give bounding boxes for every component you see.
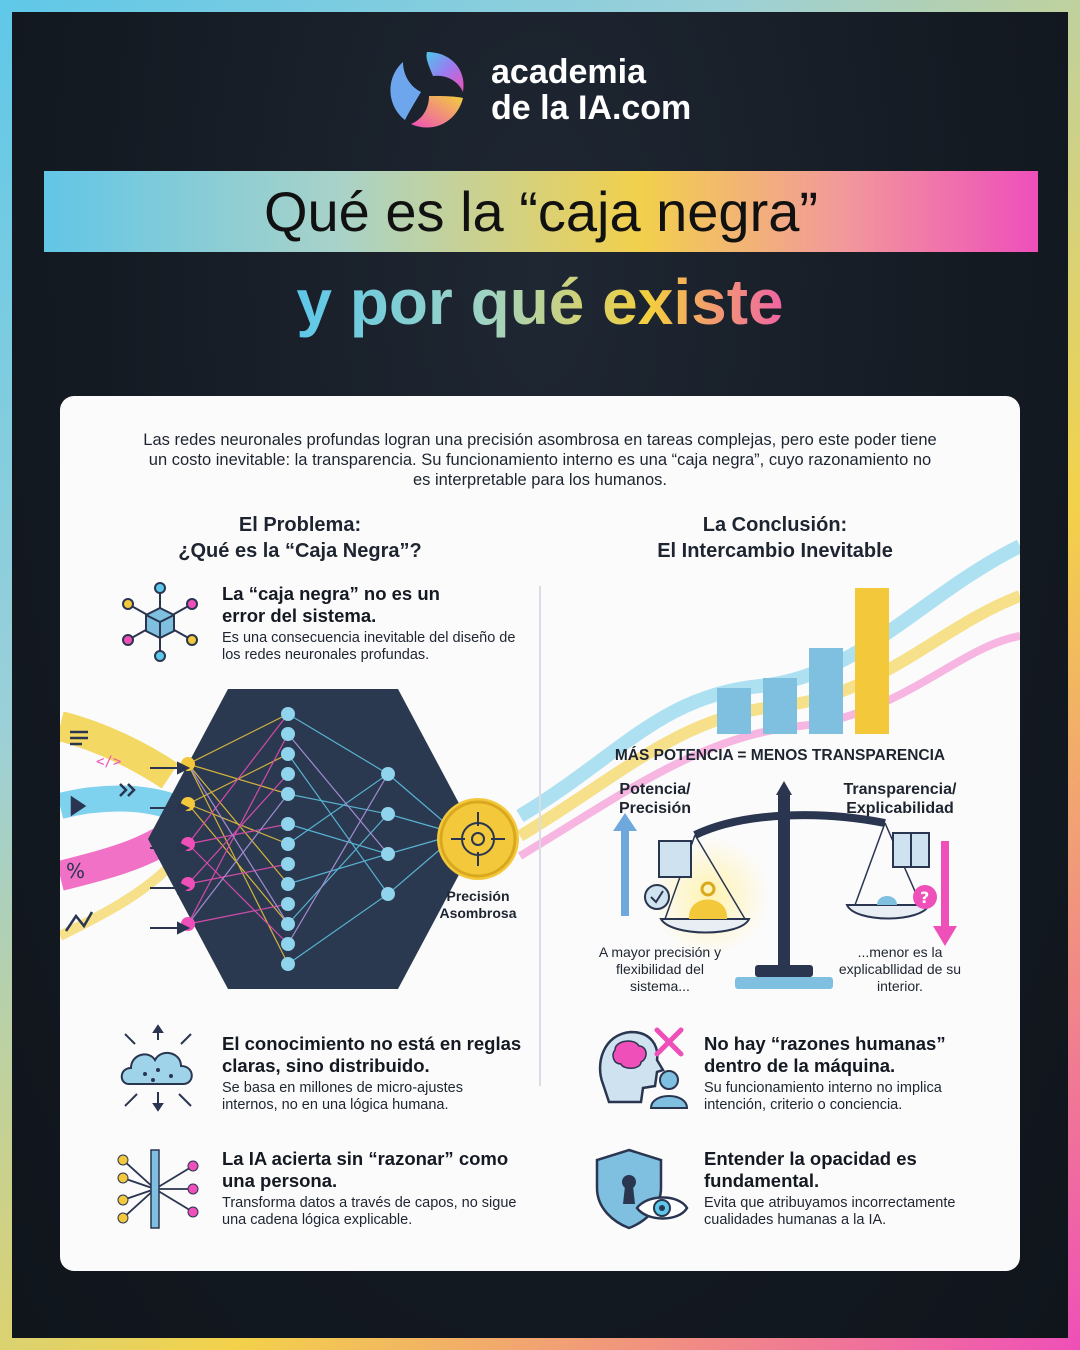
left-block3-desc: Transforma datos a través de capos, no s… [222, 1195, 517, 1228]
page-title: Qué es la “caja negra” [263, 180, 819, 243]
bar-3 [809, 648, 843, 734]
left-heading-line1: El Problema: [238, 514, 362, 536]
svg-text:%: % [66, 859, 85, 883]
left-block2-desc: Se basa en millones de micro-ajustes int… [222, 1080, 463, 1113]
logo-line1: academia [491, 53, 646, 91]
right-block2-title: Entender la opacidad es fundamental. [704, 1148, 917, 1191]
precision-label: Precisión Asombrosa [439, 888, 517, 921]
potencia-label: Potencia/ Precisión [618, 781, 692, 817]
right-heading: La Conclusión: El Intercambio Inevitable [600, 512, 950, 564]
right-heading-line1: La Conclusión: [702, 514, 848, 536]
svg-text:</>: </> [96, 754, 121, 770]
right-heading-line2: El Intercambio Inevitable [657, 540, 893, 562]
bar-chart-icon [717, 588, 889, 734]
logo-icon [390, 52, 464, 128]
left-heading: El Problema: ¿Qué es la “Caja Negra”? [130, 512, 470, 564]
right-block2-desc: Evita que atribuyamos incorrectamente cu… [704, 1195, 956, 1228]
logo-line2-prefix: de la [491, 89, 578, 127]
svg-text:?: ? [920, 888, 929, 907]
input-arrows [150, 761, 191, 935]
left-heading-line2: ¿Qué es la “Caja Negra”? [178, 540, 422, 562]
right-block1-desc: Su funcionamiento interno no implica int… [704, 1080, 942, 1113]
tradeoff-label: MÁS POTENCIA = MENOS TRANSPARENCIA [614, 747, 946, 764]
right-scale-caption: ...menor es la explicabllidad de su inte… [838, 944, 962, 994]
bar-4 [855, 588, 889, 734]
shield-eye-icon [595, 1148, 689, 1230]
logo-line2-suffix: .com [611, 89, 692, 127]
logo-text: academia de la IA.com [491, 54, 691, 126]
brain-head-icon [598, 1027, 689, 1109]
page-subtitle: y por qué existe [0, 262, 1080, 342]
column-divider [539, 586, 541, 1086]
transparencia-label: Transparencia/ Explicabilidad [843, 781, 957, 817]
input-symbols-icon: % </> [64, 730, 136, 932]
bar-2 [763, 678, 797, 734]
bar-1 [717, 688, 751, 734]
right-block1-title: No hay “razones humanas” dentro de la má… [704, 1033, 946, 1076]
ai-layers-icon [117, 1149, 199, 1229]
title-banner: Qué es la “caja negra” [44, 171, 1038, 252]
infographic-card: Las redes neuronales profundas logran un… [60, 396, 1020, 1271]
brand-logo: academia de la IA.com [385, 48, 705, 138]
neural-network-icon [148, 689, 478, 989]
balance-scale-icon: ? [613, 781, 957, 989]
cloud-network-icon [120, 1024, 193, 1112]
logo-line2-bold: IA [577, 89, 612, 127]
left-block2-title: El conocimiento no está en reglas claras… [222, 1033, 522, 1076]
left-scale-caption: A mayor precisión y flexibilidad del sis… [598, 944, 722, 994]
left-block1-title: La “caja negra” no es un error del siste… [222, 583, 440, 626]
target-icon [437, 798, 519, 880]
left-block1-desc: Es una consecuencia inevitable del diseñ… [222, 630, 516, 663]
cube-network-icon [122, 582, 198, 662]
left-block3-title: La IA acierta sin “razonar” como una per… [222, 1148, 509, 1191]
intro-text: Las redes neuronales profundas logran un… [143, 431, 937, 489]
